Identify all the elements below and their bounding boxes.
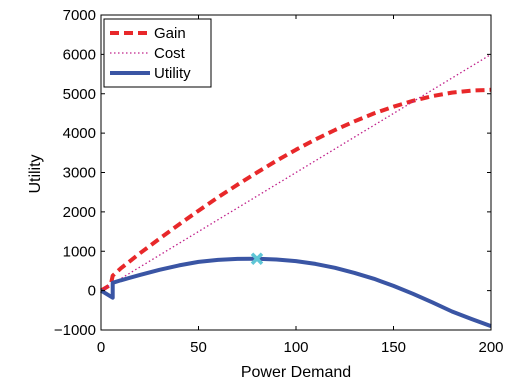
x-tick-label: 150 [381,339,406,356]
legend-label-utility: Utility [154,65,191,82]
y-tick-label: 3000 [63,165,96,182]
legend-box [103,18,212,88]
y-tick-label: 6000 [63,46,96,63]
optimum-marker [250,252,264,265]
x-tick-label: 50 [190,339,207,356]
x-tick-label: 100 [283,339,308,356]
y-tick-label: 1000 [63,243,96,260]
y-tick-label: 0 [88,283,96,300]
series-line-utility [99,256,492,328]
y-tick-label: 7000 [63,7,96,24]
y-axis-label: Utility [27,154,44,193]
plot-area [99,53,492,328]
y-tick-label: 2000 [63,204,96,221]
y-tick-label: 5000 [63,86,96,103]
x-axis-label: Power Demand [241,364,351,381]
x-tick-label: 0 [97,339,105,356]
y-tick-label: 4000 [63,125,96,142]
legend-label-cost: Cost [154,45,186,62]
legend: Gain Cost Utility [103,18,212,88]
legend-label-gain: Gain [154,25,186,42]
series-line-gain [99,87,492,293]
y-tick-label: −1000 [54,322,96,339]
axes: 0 50 100 150 200−100001000200030004000500060… [54,7,504,356]
series-line-cost [100,53,492,292]
x-tick-label: 200 [478,339,503,356]
